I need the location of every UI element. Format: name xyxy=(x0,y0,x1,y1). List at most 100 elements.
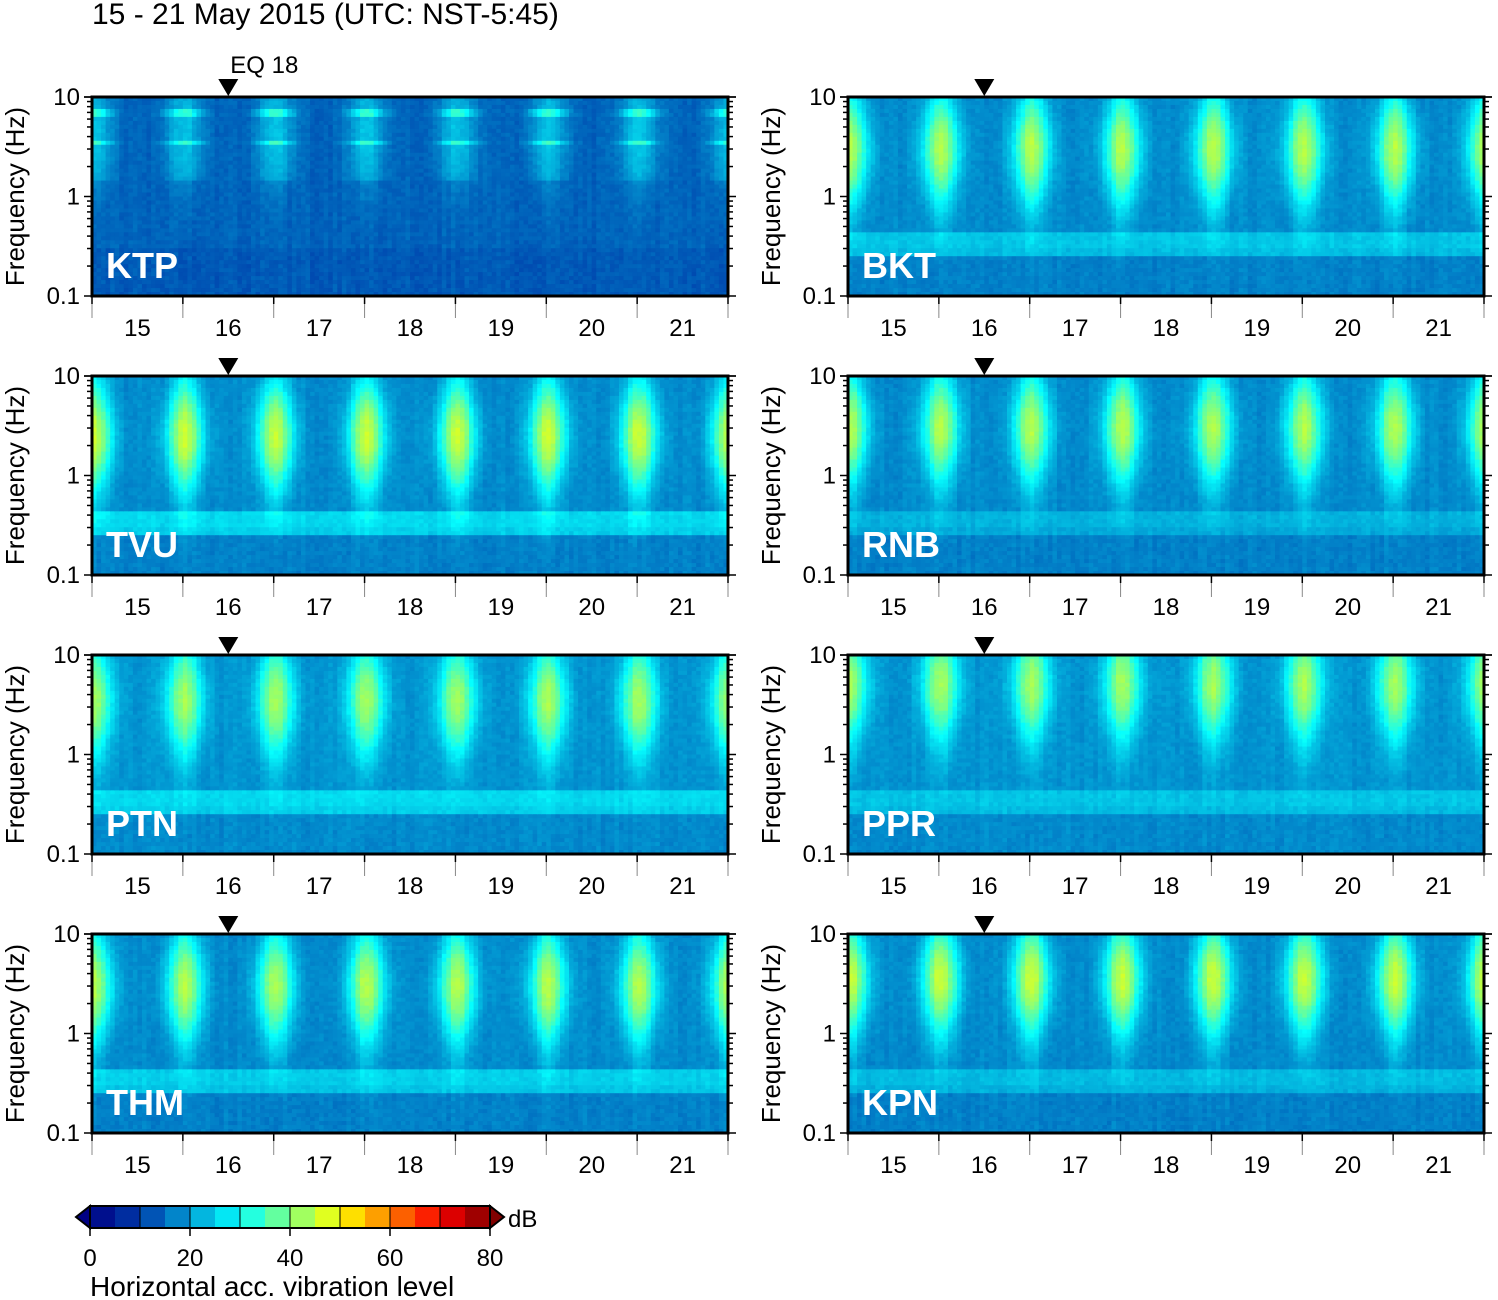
x-tick-label: 21 xyxy=(1425,315,1452,342)
panel-ktp: KTP 0.1 1 10 Frequency (Hz) 15 16 17 18 19 20 21 EQ … xyxy=(0,52,736,342)
x-tick-label: 15 xyxy=(124,594,151,621)
spectrogram-cells xyxy=(92,376,728,575)
x-tick-label: 20 xyxy=(1334,594,1361,621)
y-tick-label: 1 xyxy=(67,1021,80,1048)
y-tick-label: 0.1 xyxy=(47,841,80,868)
colorbar-tick-label: 20 xyxy=(177,1245,204,1272)
panel-kpn: KPN 0.1 1 10 Frequency (Hz) 15 16 17 18 19 20 21 xyxy=(756,916,1492,1179)
y-tick-label: 10 xyxy=(809,921,836,948)
colorbar-swatch xyxy=(115,1206,141,1228)
x-tick-label: 17 xyxy=(306,594,333,621)
spectrogram-cells xyxy=(848,97,1484,296)
x-tick-label: 19 xyxy=(488,873,515,900)
y-axis: 0.1 1 10 xyxy=(803,642,1492,868)
colorbar-swatch xyxy=(415,1206,441,1228)
y-tick-label: 0.1 xyxy=(47,283,80,310)
panel-ppr: PPR 0.1 1 10 Frequency (Hz) 15 16 17 18 19 20 21 xyxy=(756,637,1492,900)
x-tick-label: 18 xyxy=(1153,873,1180,900)
y-tick-label: 1 xyxy=(67,184,80,211)
x-tick-label: 20 xyxy=(1334,1152,1361,1179)
x-tick-label: 20 xyxy=(578,873,605,900)
event-marker-icon xyxy=(218,358,239,375)
x-tick-label: 20 xyxy=(578,315,605,342)
x-tick-label: 21 xyxy=(669,1152,696,1179)
x-tick-label: 19 xyxy=(488,594,515,621)
x-axis: 15 16 17 18 19 20 21 xyxy=(91,1133,729,1179)
panel-bkt: BKT 0.1 1 10 Frequency (Hz) 15 16 17 18 19 20 21 xyxy=(756,79,1492,342)
y-axis-label: Frequency (Hz) xyxy=(756,386,786,565)
x-tick-label: 17 xyxy=(1062,315,1089,342)
y-tick-label: 1 xyxy=(67,463,80,490)
x-tick-label: 20 xyxy=(578,1152,605,1179)
x-tick-label: 19 xyxy=(488,1152,515,1179)
x-tick-label: 20 xyxy=(1334,315,1361,342)
y-axis: 0.1 1 10 xyxy=(47,363,736,589)
colorbar-swatch xyxy=(215,1206,241,1228)
spectrogram-cells xyxy=(92,655,728,854)
y-axis-label: Frequency (Hz) xyxy=(756,665,786,844)
y-axis-label: Frequency (Hz) xyxy=(0,665,30,844)
spectrogram-cells xyxy=(848,376,1484,575)
y-tick-label: 10 xyxy=(53,642,80,669)
x-tick-label: 15 xyxy=(124,873,151,900)
colorbar-swatch xyxy=(365,1206,391,1228)
colorbar-swatch xyxy=(265,1206,291,1228)
colorbar-swatch xyxy=(440,1206,466,1228)
event-marker-icon xyxy=(218,79,239,96)
panel-ptn: PTN 0.1 1 10 Frequency (Hz) 15 16 17 18 19 20 21 xyxy=(0,637,736,900)
x-tick-label: 16 xyxy=(971,315,998,342)
x-tick-label: 16 xyxy=(215,315,242,342)
colorbar-swatch xyxy=(390,1206,416,1228)
y-tick-label: 0.1 xyxy=(803,841,836,868)
event-marker-icon xyxy=(974,79,995,96)
x-tick-label: 16 xyxy=(215,594,242,621)
x-tick-label: 16 xyxy=(971,1152,998,1179)
y-tick-label: 10 xyxy=(53,921,80,948)
x-tick-label: 19 xyxy=(488,315,515,342)
colorbar-label: Horizontal acc. vibration level xyxy=(90,1271,454,1300)
panel-tvu: TVU 0.1 1 10 Frequency (Hz) 15 16 17 18 19 20 21 xyxy=(0,358,736,621)
y-tick-label: 1 xyxy=(823,184,836,211)
x-tick-label: 15 xyxy=(880,1152,907,1179)
colorbar-tick-label: 80 xyxy=(477,1245,504,1272)
station-label: PPR xyxy=(862,803,936,844)
panel-thm: THM 0.1 1 10 Frequency (Hz) 15 16 17 18 19 20 21 xyxy=(0,916,736,1179)
x-tick-label: 19 xyxy=(1244,594,1271,621)
colorbar-swatch xyxy=(465,1206,491,1228)
x-tick-label: 21 xyxy=(1425,873,1452,900)
y-tick-label: 0.1 xyxy=(47,562,80,589)
x-tick-label: 18 xyxy=(397,594,424,621)
x-tick-label: 17 xyxy=(1062,1152,1089,1179)
station-label: BKT xyxy=(862,245,936,286)
colorbar-swatch xyxy=(290,1206,316,1228)
y-axis: 0.1 1 10 xyxy=(47,642,736,868)
x-tick-label: 18 xyxy=(1153,594,1180,621)
station-label: THM xyxy=(106,1082,184,1123)
x-tick-label: 18 xyxy=(1153,315,1180,342)
x-tick-label: 18 xyxy=(397,315,424,342)
x-axis: 15 16 17 18 19 20 21 xyxy=(91,296,729,342)
y-axis-label: Frequency (Hz) xyxy=(0,107,30,286)
colorbar-tick-label: 40 xyxy=(277,1245,304,1272)
event-marker-icon xyxy=(974,916,995,933)
x-tick-label: 19 xyxy=(1244,315,1271,342)
colorbar-swatch xyxy=(140,1206,166,1228)
station-label: TVU xyxy=(106,524,178,565)
y-tick-label: 1 xyxy=(67,742,80,769)
x-tick-label: 15 xyxy=(880,873,907,900)
x-axis: 15 16 17 18 19 20 21 xyxy=(91,854,729,900)
event-marker-icon xyxy=(218,637,239,654)
figure-title: 15 - 21 May 2015 (UTC: NST-5:45) xyxy=(92,0,559,31)
y-axis: 0.1 1 10 xyxy=(47,84,736,310)
y-axis-label: Frequency (Hz) xyxy=(756,107,786,286)
event-marker-icon xyxy=(974,358,995,375)
x-tick-label: 18 xyxy=(1153,1152,1180,1179)
y-axis: 0.1 1 10 xyxy=(47,921,736,1147)
colorbar-swatch xyxy=(90,1206,116,1228)
y-tick-label: 10 xyxy=(53,363,80,390)
station-label: PTN xyxy=(106,803,178,844)
y-tick-label: 10 xyxy=(809,363,836,390)
x-axis: 15 16 17 18 19 20 21 xyxy=(847,575,1485,621)
y-axis: 0.1 1 10 xyxy=(803,84,1492,310)
